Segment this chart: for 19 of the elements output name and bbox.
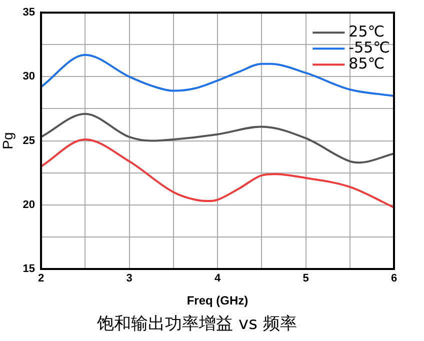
y-tick-label: 30 [22,70,36,83]
line-series [41,138,394,208]
legend-label: -55℃ [348,38,390,56]
x-tick-label: 5 [302,272,309,285]
y-tick-label: 15 [22,263,36,276]
text: 饱和输出功率增益 vs 频率 [96,314,297,334]
legend-label: 85℃ [348,54,385,72]
y-tick-label: 25 [22,134,36,147]
x-axis-title: Freq (GHz) [186,294,248,308]
x-tick-label: 2 [38,272,44,285]
y-axis-title: Pg [0,132,16,150]
x-tick-label: 4 [214,272,222,285]
legend-label: 25℃ [348,22,385,40]
line-series [41,54,394,97]
line-series [41,112,394,164]
y-tick-label: 35 [22,6,36,19]
x-tick-label: 3 [126,272,132,285]
x-tick-label: 6 [390,272,398,285]
y-tick-label: 20 [22,198,36,211]
